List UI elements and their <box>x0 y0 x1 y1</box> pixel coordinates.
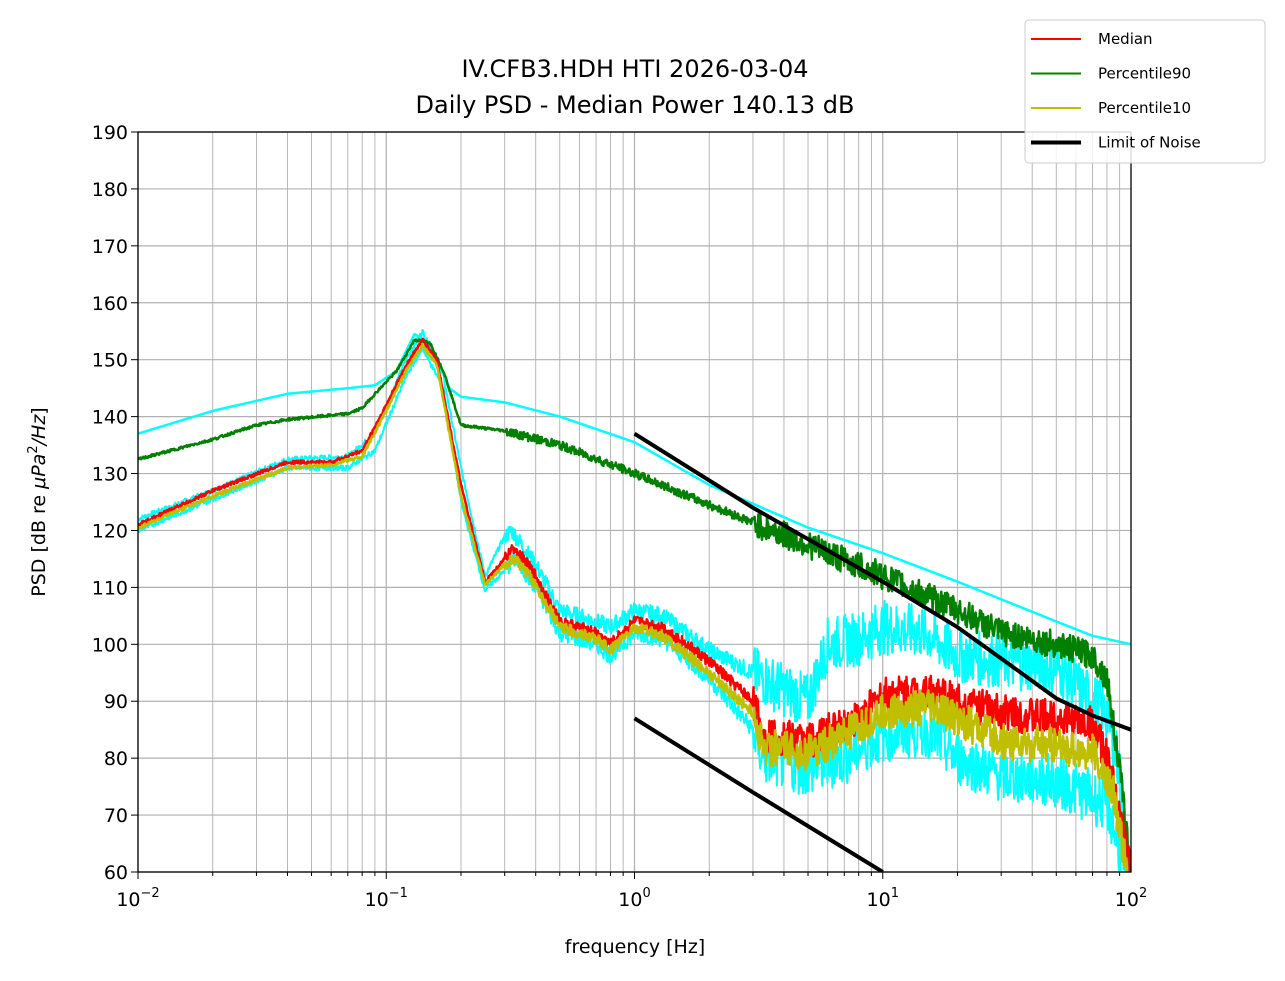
y-tick-label: 140 <box>92 407 128 429</box>
y-tick-label: 90 <box>104 691 128 713</box>
legend-label: Percentile10 <box>1098 99 1191 117</box>
series-median <box>138 337 1131 872</box>
legend-box <box>1024 19 1266 164</box>
legend: Median Percentile90 Percentile10 Limit of N… <box>1024 19 1266 164</box>
y-tick-label: 170 <box>92 236 128 258</box>
legend-label: Median <box>1098 30 1153 48</box>
y-tick-label: 110 <box>92 577 128 599</box>
series-envelope-lower-max <box>138 329 1129 872</box>
x-tick-label: 10−2 <box>116 886 159 911</box>
legend-label: Limit of Noise <box>1098 134 1201 152</box>
series-noise-limit-upper <box>633 432 1131 732</box>
x-axis-label: frequency [Hz] <box>565 936 705 958</box>
y-tick-label: 130 <box>92 464 128 486</box>
chart-title-line1: IV.CFB3.HDH HTI 2026-03-04 <box>461 55 808 83</box>
y-tick-label: 100 <box>92 634 128 656</box>
x-tick-label: 101 <box>867 886 899 911</box>
y-tick-label: 150 <box>92 350 128 372</box>
x-tick-label: 10−1 <box>365 886 408 911</box>
x-tick-label: 102 <box>1115 886 1147 911</box>
y-axis-label: PSD [dB re μPa2/Hz] <box>26 407 50 596</box>
y-tick-label: 160 <box>92 293 128 315</box>
series-lines <box>138 329 1131 872</box>
series-p10 <box>138 342 1129 872</box>
y-tick-label: 80 <box>104 748 128 770</box>
y-tick-label: 180 <box>92 179 128 201</box>
y-tick-label: 70 <box>104 805 128 827</box>
y-tick-label: 120 <box>92 520 128 542</box>
series-noise-limit-lower <box>633 716 884 872</box>
y-tick-label: 60 <box>104 862 128 884</box>
series-p90 <box>138 338 1131 872</box>
y-tick-label: 190 <box>92 122 128 144</box>
chart-title-line2: Daily PSD - Median Power 140.13 dB <box>416 91 855 119</box>
series-envelope-max <box>138 332 1131 646</box>
x-tick-label: 100 <box>618 886 650 911</box>
ticks: 60 70 80 90 100 110 120 130 140 150 160 170 180 190 10… <box>92 122 1148 911</box>
legend-label: Percentile90 <box>1098 65 1191 83</box>
